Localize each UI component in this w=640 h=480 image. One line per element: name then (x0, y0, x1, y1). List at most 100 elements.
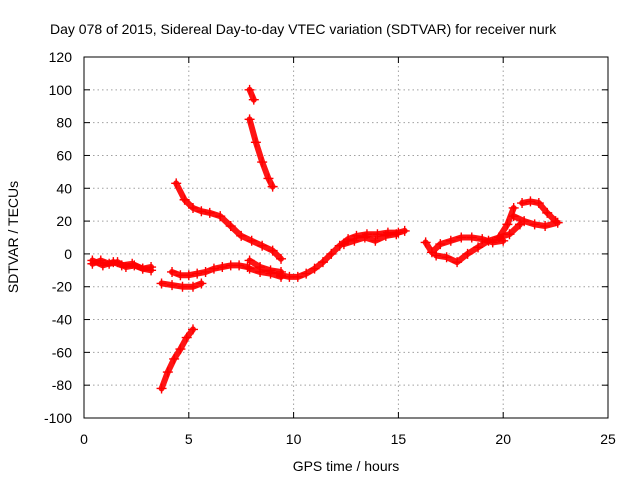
data-point (244, 114, 255, 125)
series-arc-21h-b (508, 211, 563, 232)
data-point (87, 255, 98, 266)
data-point (502, 219, 513, 230)
data-point (533, 198, 544, 209)
x-tick-label: 5 (185, 431, 193, 447)
data-point (441, 252, 452, 263)
data-point (116, 260, 127, 271)
data-point (317, 257, 328, 268)
y-tick-label: 60 (56, 147, 72, 163)
data-point (462, 248, 473, 259)
data-point (200, 266, 211, 277)
y-tick-label: -80 (52, 377, 72, 393)
series-layer (87, 84, 563, 394)
series-line (246, 265, 284, 280)
y-tick-label: -60 (52, 344, 72, 360)
data-point (267, 245, 278, 256)
data-point (137, 263, 148, 274)
data-point (301, 268, 312, 279)
chart-title: Day 078 of 2015, Sidereal Day-to-day VTE… (50, 21, 557, 37)
data-point (276, 253, 287, 264)
data-point (542, 207, 553, 218)
series-line (169, 262, 251, 279)
data-point (156, 383, 167, 394)
data-point (177, 281, 188, 292)
data-point (146, 265, 157, 276)
y-tick-label: 120 (49, 49, 73, 65)
data-point (108, 257, 119, 268)
series-arc-12h-b (338, 229, 402, 250)
data-point (338, 239, 349, 250)
x-tick-label: 0 (80, 431, 88, 447)
data-point (309, 263, 320, 274)
series-arc-rise-4h (156, 324, 198, 394)
data-point (175, 344, 186, 355)
data-point (204, 207, 215, 218)
data-point (326, 248, 337, 259)
data-point (257, 240, 268, 251)
data-point (452, 257, 463, 268)
tick-layer: 0 5 10 15 20 25 -100 -80 -60 -40 -20 0 20 40 60 80 100 12… (44, 49, 616, 447)
data-point (171, 178, 182, 189)
y-tick-label: -40 (52, 312, 72, 328)
data-point (187, 324, 198, 335)
series-arc-early-left-b (87, 255, 157, 276)
data-point (169, 353, 180, 364)
data-point (250, 137, 261, 148)
series-arc-flat-4h (156, 278, 207, 292)
data-point (208, 263, 219, 274)
data-point (236, 230, 247, 241)
series-arc-8h-top (244, 84, 259, 105)
series-line (158, 326, 196, 392)
x-tick-label: 15 (391, 431, 407, 447)
data-point (255, 266, 266, 277)
data-point (466, 232, 477, 243)
data-point (175, 270, 186, 281)
y-tick-label: 80 (56, 115, 72, 131)
data-point (525, 196, 536, 207)
x-tick-label: 10 (286, 431, 302, 447)
data-point (225, 221, 236, 232)
data-point (420, 237, 431, 248)
data-point (359, 232, 370, 243)
data-point (519, 216, 530, 227)
data-point (181, 332, 192, 343)
plot-frame (83, 56, 609, 419)
data-point (97, 260, 108, 271)
data-point (473, 242, 484, 253)
data-point (399, 225, 410, 236)
data-point (529, 219, 540, 230)
data-point (435, 239, 446, 250)
data-point (349, 235, 360, 246)
data-point (248, 94, 259, 105)
x-tick-label: 20 (495, 431, 511, 447)
series-line (173, 180, 284, 262)
data-point (431, 250, 442, 261)
data-point (162, 367, 173, 378)
data-point (167, 266, 178, 277)
data-point (445, 235, 456, 246)
data-point (183, 270, 194, 281)
y-tick-label: 0 (64, 246, 72, 262)
data-point (456, 232, 467, 243)
data-point (263, 173, 274, 184)
data-point (370, 235, 381, 246)
data-point (483, 235, 494, 246)
series-arc-desc-4h (171, 178, 287, 264)
series-arc-20h-rise (494, 202, 519, 243)
data-point (257, 157, 268, 168)
data-point (187, 281, 198, 292)
series-arc-main-4h (167, 260, 253, 281)
x-tick-label: 25 (600, 431, 616, 447)
data-point (292, 271, 303, 282)
data-point (179, 194, 190, 205)
y-tick-label: -20 (52, 279, 72, 295)
data-point (244, 84, 255, 95)
data-point (552, 217, 563, 228)
data-point (234, 260, 245, 271)
data-point (276, 270, 287, 281)
series-line (246, 257, 284, 275)
data-point (284, 271, 295, 282)
data-point (494, 232, 505, 243)
data-point (246, 235, 257, 246)
